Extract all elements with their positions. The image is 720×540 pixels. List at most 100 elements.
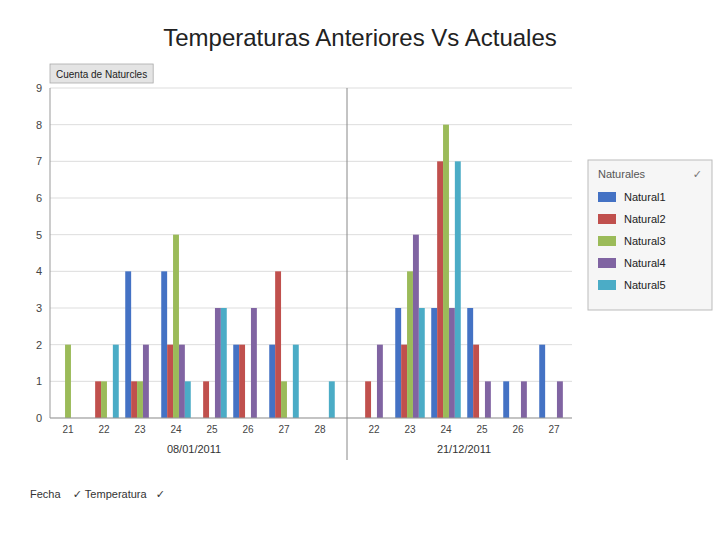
y-tick-label: 8 (36, 119, 42, 131)
legend-box (588, 160, 712, 310)
bar (473, 345, 479, 418)
bar (125, 271, 131, 418)
y-tick-label: 2 (36, 339, 42, 351)
bar (413, 235, 419, 418)
bar (503, 381, 509, 418)
bar (401, 345, 407, 418)
y-label: Cuenta de Naturcles (56, 69, 147, 80)
y-tick-label: 7 (36, 155, 42, 167)
x-tick-label: 22 (368, 424, 380, 435)
x-tick-label: 28 (314, 424, 326, 435)
bar (281, 381, 287, 418)
bars (65, 125, 563, 418)
y-grid: 0 1 2 3 4 5 6 7 8 9 (36, 82, 572, 424)
bar (185, 381, 191, 418)
legend-swatch (598, 192, 616, 202)
grid-line (50, 198, 572, 199)
bar (269, 345, 275, 418)
bar (161, 271, 167, 418)
bar (65, 345, 71, 418)
bar (167, 345, 173, 418)
legend-swatch (598, 214, 616, 224)
bar (95, 381, 101, 418)
y-tick-label: 3 (36, 302, 42, 314)
bar (443, 125, 449, 418)
bar (485, 381, 491, 418)
x-label: Fecha ✓ Temperatura ✓ (30, 488, 165, 500)
bar (101, 381, 107, 418)
bar (467, 308, 473, 418)
y-tick-label: 0 (36, 412, 42, 424)
bar (173, 235, 179, 418)
x-tick-label: 27 (278, 424, 290, 435)
x-tick-label: 24 (170, 424, 182, 435)
grid-line (50, 418, 572, 419)
bar (131, 381, 137, 418)
category-group-label: 21/12/2011 (437, 443, 491, 455)
bar (377, 345, 383, 418)
bar (539, 345, 545, 418)
legend-swatch (598, 236, 616, 246)
x-axis-line (50, 418, 572, 419)
bar (455, 161, 461, 418)
bar (329, 381, 335, 418)
x-tick-label: 25 (476, 424, 488, 435)
bar (137, 381, 143, 418)
x-ticks: 2122232425262728222324252627 (62, 424, 560, 435)
bar (275, 271, 281, 418)
grid-line (50, 234, 572, 235)
y-tick-label: 6 (36, 192, 42, 204)
legend-title: Naturales (598, 168, 646, 180)
bar (113, 345, 119, 418)
grid-line (50, 161, 572, 162)
x-tick-label: 22 (98, 424, 110, 435)
legend-swatch (598, 258, 616, 268)
bar (557, 381, 563, 418)
annotation: ✓ (693, 168, 702, 180)
bar (251, 308, 257, 418)
x-tick-label: 26 (512, 424, 524, 435)
legend-swatch (598, 280, 616, 290)
bar (179, 345, 185, 418)
legend-entry: Natural4 (624, 257, 666, 269)
x-tick-label: 26 (242, 424, 254, 435)
bar (239, 345, 245, 418)
bar (449, 308, 455, 418)
bar (365, 381, 371, 418)
x-tick-label: 23 (134, 424, 146, 435)
legend-entry: Natural3 (624, 235, 666, 247)
category-group-label: 08/01/2011 (167, 443, 221, 455)
x-tick-label: 27 (548, 424, 560, 435)
y-tick-label: 9 (36, 82, 42, 94)
y-tick-label: 5 (36, 229, 42, 241)
y-tick-label: 4 (36, 265, 42, 277)
x-tick-label: 23 (404, 424, 416, 435)
y-label-box (50, 64, 153, 83)
bar (407, 271, 413, 418)
bar (233, 345, 239, 418)
x-tick-label: 21 (62, 424, 74, 435)
bar (437, 161, 443, 418)
chart-container: Temperaturas Anteriores Vs Actuales01234… (0, 0, 720, 540)
bar (431, 308, 437, 418)
bar (203, 381, 209, 418)
grid-line (50, 88, 572, 89)
bar (221, 308, 227, 418)
x-tick-label: 25 (206, 424, 218, 435)
title: Temperaturas Anteriores Vs Actuales (163, 24, 557, 51)
group-separator (347, 88, 348, 460)
legend-entry: Natural2 (624, 213, 666, 225)
legend-entry: Natural1 (624, 191, 666, 203)
grid-line (50, 124, 572, 125)
legend-entry: Natural5 (624, 279, 666, 291)
chart: Temperaturas Anteriores Vs Actuales01234… (0, 0, 720, 540)
y-axis-line (50, 88, 51, 418)
bar (521, 381, 527, 418)
bar (215, 308, 221, 418)
bar (293, 345, 299, 418)
y-tick-label: 1 (36, 375, 42, 387)
bar (143, 345, 149, 418)
legend: Naturales ✓ Natural1 Natural2 Natural3 Natura… (588, 160, 712, 310)
bar (419, 308, 425, 418)
bar (395, 308, 401, 418)
